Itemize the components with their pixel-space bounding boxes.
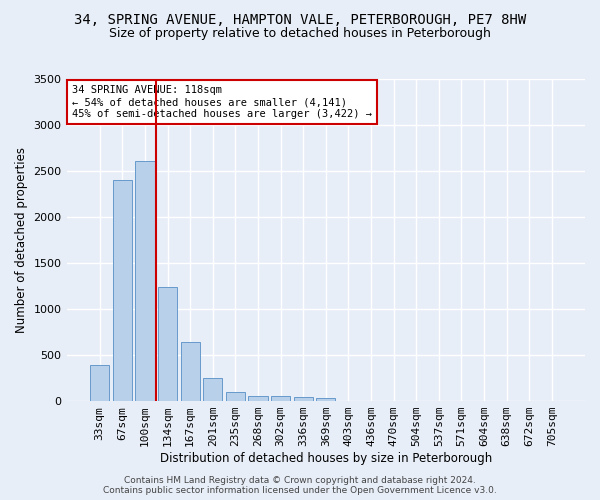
Y-axis label: Number of detached properties: Number of detached properties bbox=[15, 147, 28, 333]
X-axis label: Distribution of detached houses by size in Peterborough: Distribution of detached houses by size … bbox=[160, 452, 492, 465]
Text: Contains HM Land Registry data © Crown copyright and database right 2024.
Contai: Contains HM Land Registry data © Crown c… bbox=[103, 476, 497, 495]
Bar bbox=[113, 180, 132, 401]
Bar bbox=[158, 287, 177, 401]
Text: 34 SPRING AVENUE: 118sqm
← 54% of detached houses are smaller (4,141)
45% of sem: 34 SPRING AVENUE: 118sqm ← 54% of detach… bbox=[72, 86, 372, 118]
Bar bbox=[271, 396, 290, 401]
Bar bbox=[293, 397, 313, 401]
Bar bbox=[316, 398, 335, 401]
Bar bbox=[90, 365, 109, 401]
Bar bbox=[136, 161, 155, 401]
Text: 34, SPRING AVENUE, HAMPTON VALE, PETERBOROUGH, PE7 8HW: 34, SPRING AVENUE, HAMPTON VALE, PETERBO… bbox=[74, 12, 526, 26]
Bar bbox=[248, 396, 268, 401]
Bar bbox=[226, 392, 245, 401]
Bar bbox=[181, 342, 200, 401]
Text: Size of property relative to detached houses in Peterborough: Size of property relative to detached ho… bbox=[109, 28, 491, 40]
Bar bbox=[203, 378, 223, 401]
